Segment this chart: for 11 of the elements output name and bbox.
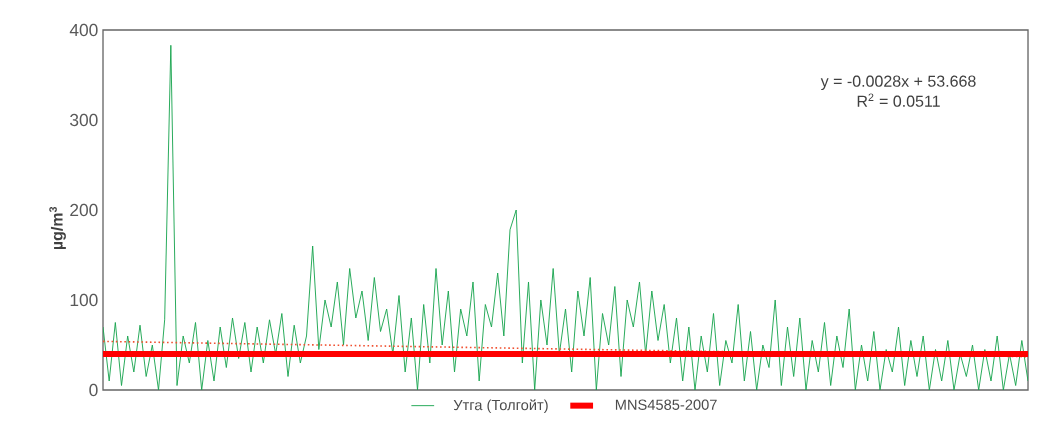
y-tick-label: 400 [69,23,98,37]
y-tick-label: 100 [70,293,98,307]
y-tick-label: 200 [70,203,98,217]
y-tick-label: 0 [89,383,98,397]
annotation: y = -0.0028x + 53.668 [820,75,976,91]
y-axis-title: µg/m$^{3}$ [49,206,66,250]
y-tick-label: 300 [70,113,98,127]
legend-label: MNS4585-2007 [615,399,717,410]
annotation: R$^{2}$ = 0.0511 [857,93,940,107]
legend-label: Утга (Толгойт) [453,399,548,414]
line-series [103,44,1029,390]
